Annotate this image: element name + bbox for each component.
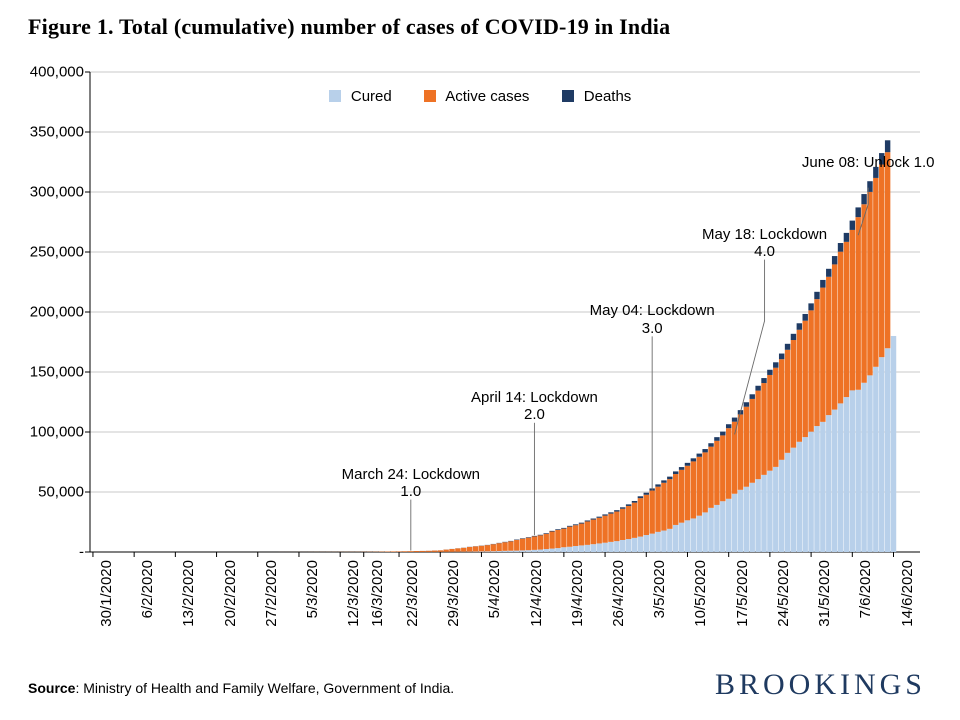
annotation-label: May 04: Lockdown3.0 bbox=[590, 302, 715, 337]
x-tick-label: 13/2/2020 bbox=[180, 560, 197, 627]
x-tick-label: 12/3/2020 bbox=[345, 560, 362, 627]
source-text: : Ministry of Health and Family Welfare,… bbox=[75, 680, 454, 696]
y-tick-label: 350,000 bbox=[4, 124, 84, 141]
x-tick-label: 29/3/2020 bbox=[445, 560, 462, 627]
x-tick-label: 12/4/2020 bbox=[528, 560, 545, 627]
x-tick-label: 5/3/2020 bbox=[304, 560, 321, 618]
annotation-label: May 18: Lockdown4.0 bbox=[702, 226, 827, 261]
y-tick-label: 300,000 bbox=[4, 184, 84, 201]
x-tick-label: 7/6/2020 bbox=[857, 560, 874, 618]
y-tick-label: 100,000 bbox=[4, 424, 84, 441]
annotation-label: June 08: Unlock 1.0 bbox=[802, 154, 935, 171]
x-tick-label: 26/4/2020 bbox=[610, 560, 627, 627]
y-tick-label: 250,000 bbox=[4, 244, 84, 261]
chart-svg bbox=[90, 72, 920, 552]
x-tick-label: 30/1/2020 bbox=[98, 560, 115, 627]
x-tick-label: 20/2/2020 bbox=[222, 560, 239, 627]
x-tick-label: 16/3/2020 bbox=[369, 560, 386, 627]
x-tick-label: 14/6/2020 bbox=[899, 560, 916, 627]
x-tick-label: 22/3/2020 bbox=[404, 560, 421, 627]
brookings-logo: BROOKINGS bbox=[715, 668, 926, 702]
x-tick-label: 3/5/2020 bbox=[651, 560, 668, 618]
x-tick-label: 17/5/2020 bbox=[734, 560, 751, 627]
annotation-label: April 14: Lockdown2.0 bbox=[471, 389, 598, 424]
y-tick-label: 200,000 bbox=[4, 304, 84, 321]
source-label: Source bbox=[28, 680, 75, 696]
x-tick-label: 10/5/2020 bbox=[692, 560, 709, 627]
x-tick-label: 5/4/2020 bbox=[486, 560, 503, 618]
y-tick-label: - bbox=[4, 544, 84, 561]
y-tick-label: 400,000 bbox=[4, 64, 84, 81]
annotation-label: March 24: Lockdown1.0 bbox=[342, 466, 480, 501]
y-tick-label: 150,000 bbox=[4, 364, 84, 381]
figure-title: Figure 1. Total (cumulative) number of c… bbox=[28, 14, 670, 40]
x-tick-label: 27/2/2020 bbox=[263, 560, 280, 627]
plot-area bbox=[90, 72, 920, 552]
x-tick-label: 19/4/2020 bbox=[569, 560, 586, 627]
figure-container: Figure 1. Total (cumulative) number of c… bbox=[0, 0, 960, 720]
y-tick-label: 50,000 bbox=[4, 484, 84, 501]
source-line: Source: Ministry of Health and Family We… bbox=[28, 680, 454, 696]
x-tick-label: 24/5/2020 bbox=[775, 560, 792, 627]
x-tick-label: 31/5/2020 bbox=[816, 560, 833, 627]
x-tick-label: 6/2/2020 bbox=[139, 560, 156, 618]
